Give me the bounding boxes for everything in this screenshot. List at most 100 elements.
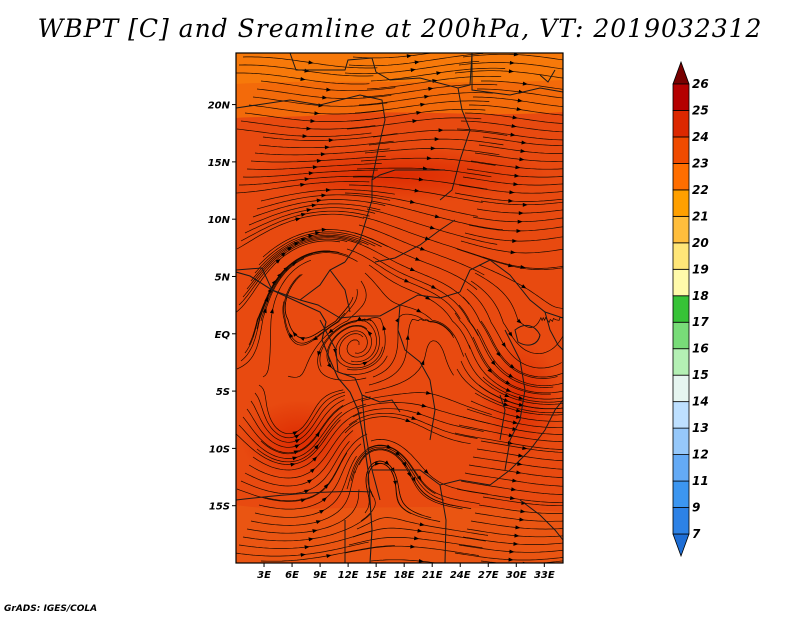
streamline-arrow <box>410 68 416 73</box>
lon-tick-label: 6E <box>285 570 299 581</box>
streamline-arrow <box>367 330 373 336</box>
streamline-arrow <box>318 103 324 108</box>
streamline-arrow <box>312 529 318 534</box>
colorbar-swatch <box>672 321 690 350</box>
streamline-arrow <box>512 115 518 120</box>
streamline-arrow <box>295 217 301 222</box>
lon-tick-label: 33E <box>534 570 555 581</box>
shading-hot-band <box>250 147 550 203</box>
streamline-arrow <box>262 307 267 314</box>
border-cameroon-south <box>299 299 380 319</box>
streamline-arrow <box>321 193 327 198</box>
streamline-arrow <box>508 69 514 74</box>
streamline-arrow <box>409 199 416 204</box>
streamline-arrow <box>430 146 436 151</box>
streamline-arrow <box>425 390 432 395</box>
streamline-arrow <box>294 434 300 439</box>
streamline-arrow <box>434 214 441 219</box>
colorbar-swatch <box>672 348 690 376</box>
streamline-arrow <box>518 211 524 216</box>
streamline-arrow <box>302 134 308 139</box>
streamline-arrow <box>316 158 322 163</box>
border-egypt <box>471 53 563 96</box>
streamline-arrow <box>487 367 493 373</box>
streamline-arrow <box>490 360 496 366</box>
streamline-arrow <box>406 54 412 59</box>
streamline-arrow <box>512 238 518 243</box>
streamline-arrow <box>321 227 327 232</box>
border-cameroon-east <box>329 269 351 313</box>
streamline-arrow <box>405 334 410 340</box>
streamline-arrow <box>404 278 410 283</box>
colorbar-swatch <box>672 507 690 535</box>
coastline <box>236 271 373 563</box>
streamline-arrow <box>431 284 437 289</box>
streamline-arrow <box>517 219 523 224</box>
lat-tick-label: 15N <box>208 158 231 169</box>
streamline-arrow <box>300 212 307 217</box>
streamline-arrow <box>320 152 326 157</box>
streamline-arrow <box>308 171 314 176</box>
streamline-arrow <box>322 95 328 100</box>
streamline-arrow <box>516 228 522 233</box>
streamline-arrow <box>321 497 327 502</box>
lat-tick-label: 10N <box>208 215 231 226</box>
border-sahel-north <box>236 94 386 181</box>
colorbar-lower-triangle <box>672 533 690 558</box>
streamline-arrow <box>505 380 511 385</box>
streamline-arrow <box>300 182 306 187</box>
streamline-arrow <box>287 246 293 251</box>
streamline-arrow <box>289 332 294 339</box>
streamline-arrow <box>409 267 416 272</box>
border-angola-west <box>361 394 381 501</box>
colorbar-swatch <box>672 110 690 138</box>
colorbar-swatch <box>672 242 690 270</box>
streamline-arrow <box>412 119 418 124</box>
lon-tick-label: 12E <box>338 570 359 581</box>
colorbar-label: 22 <box>692 183 709 197</box>
colorbar-label: 7 <box>692 527 701 541</box>
lat-tick-label: 5N <box>215 272 231 283</box>
streamline-arrow <box>325 188 331 193</box>
streamline-arrow <box>504 393 510 398</box>
streamline-arrow <box>312 165 318 170</box>
streamline-arrow <box>509 549 515 554</box>
streamline-arrow <box>312 456 318 462</box>
streamline-arrow <box>382 325 387 331</box>
streamline-arrow <box>510 132 516 137</box>
streamline-arrow <box>425 295 431 300</box>
streamline-arrow <box>326 87 332 92</box>
streamline-arrow <box>509 364 515 369</box>
streamline-arrow <box>515 165 521 170</box>
streamline-arrow <box>514 533 520 538</box>
streamline-arrow <box>429 225 436 230</box>
colorbar-swatch <box>672 480 690 508</box>
border-gabon-congo <box>319 319 363 396</box>
streamline-arrow <box>300 552 306 557</box>
streamline-arrow <box>421 403 427 408</box>
border-car-north <box>374 219 456 263</box>
streamline-arrow <box>511 487 517 492</box>
streamline-arrow <box>503 402 509 407</box>
streamline-arrow <box>521 140 527 145</box>
colorbar-swatch <box>672 163 690 191</box>
colorbar-label: 15 <box>692 368 709 382</box>
streamline-arrow <box>512 420 518 425</box>
streamline-arrow <box>328 138 334 143</box>
streamline-arrow <box>416 475 422 481</box>
streamline-arrow <box>312 336 319 341</box>
streamline-arrow <box>384 460 390 466</box>
streamline-arrow <box>428 86 434 91</box>
streamline-arrow <box>516 107 522 112</box>
streamline-arrow <box>515 525 521 530</box>
lat-tick-label: 15S <box>209 502 230 513</box>
colorbar-swatch <box>672 83 690 111</box>
streamline-arrow <box>307 479 313 484</box>
border-botswana-east <box>439 484 447 563</box>
streamline-arrow <box>308 537 314 542</box>
streamline-arrow <box>310 118 316 123</box>
streamline-arrow <box>512 426 518 431</box>
colorbar-label: 16 <box>692 342 709 356</box>
longitude-axis: 3E 6E 9E 12E 15E 18E 21E 24E 27E 30E 33E <box>257 563 555 581</box>
colorbar-label: 19 <box>692 262 709 276</box>
